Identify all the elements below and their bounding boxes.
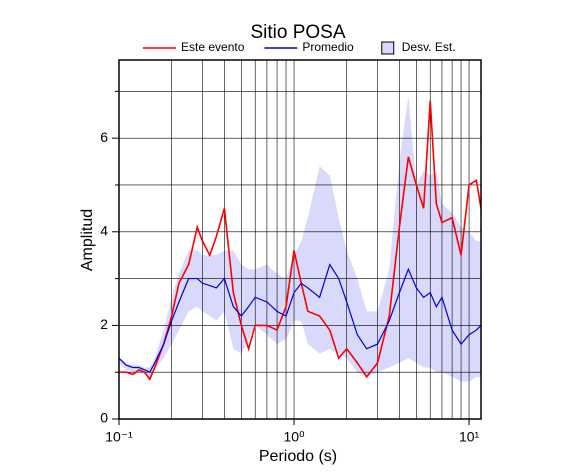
legend-label: Desv. Est. — [402, 40, 456, 54]
legend-label: Este evento — [181, 40, 245, 54]
chart-title: Sitio POSA — [250, 22, 345, 43]
x-tick-label: 10¹ — [459, 429, 480, 445]
legend-swatch — [381, 41, 395, 55]
y-tick-label: 6 — [100, 129, 108, 145]
data-line — [118, 263, 482, 373]
y-tick-label: 2 — [100, 316, 108, 332]
plot-frame — [118, 59, 482, 420]
std-band — [119, 96, 481, 382]
y-tick-label: 4 — [100, 222, 108, 238]
x-axis-label: Periodo (s) — [259, 448, 337, 465]
y-tick-label: 0 — [100, 410, 108, 426]
legend-label: Promedio — [302, 40, 354, 54]
y-axis-label: Amplitud — [79, 209, 96, 271]
x-tick-label: 10⁻¹ — [105, 429, 133, 445]
data-line — [119, 100, 482, 381]
x-tick-label: 10⁰ — [283, 429, 305, 445]
